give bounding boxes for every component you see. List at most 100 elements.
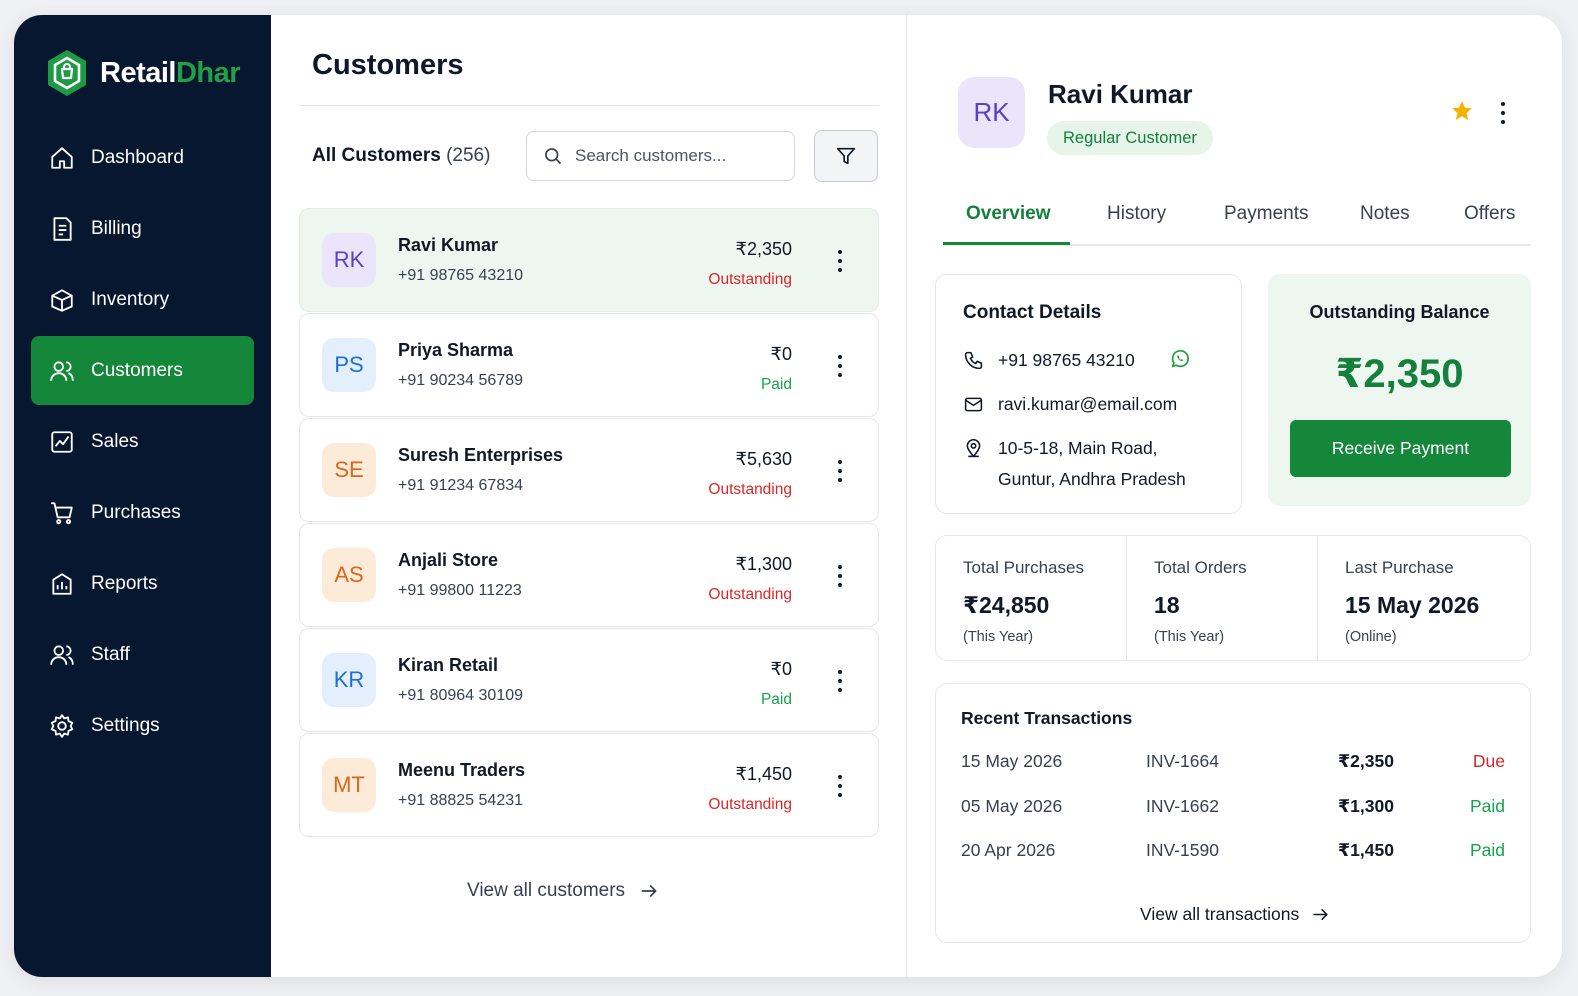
sidebar: RetailDhar Dashboard Billing Inventory C…: [14, 15, 271, 977]
stat-value: 15 May 2026: [1345, 592, 1480, 618]
arrow-right-icon: [1313, 908, 1328, 921]
sidebar-item-settings[interactable]: Settings: [31, 691, 254, 760]
transaction-row[interactable]: 05 May 2026 INV-1662 ₹1,300 Paid: [961, 796, 1509, 820]
users-icon: [50, 360, 74, 381]
customer-status: Outstanding: [708, 796, 792, 813]
customer-amount: ₹1,300: [735, 554, 793, 574]
customer-status: Paid: [760, 691, 792, 708]
sidebar-item-label: Billing: [91, 217, 142, 239]
filter-icon: [836, 147, 856, 165]
customer-name-heading: Ravi Kumar: [1048, 79, 1193, 109]
transaction-row[interactable]: 15 May 2026 INV-1664 ₹2,350 Due: [961, 751, 1509, 775]
customer-count-label: All Customers (256): [312, 145, 491, 166]
sidebar-item-dashboard[interactable]: Dashboard: [31, 123, 254, 192]
tab-notes[interactable]: Notes: [1360, 203, 1410, 224]
customer-count: (256): [446, 145, 491, 166]
retaildhar-logo-icon: [48, 50, 86, 96]
customer-row-kiran-retail[interactable]: KR Kiran Retail +91 80964 30109 ₹0 Paid: [299, 628, 879, 732]
detail-tabs: Overview History Payments Notes Offers: [943, 190, 1531, 246]
customer-phone: +91 99800 11223: [398, 582, 522, 599]
cart-icon: [51, 501, 73, 524]
more-options-icon[interactable]: [836, 250, 844, 272]
more-options-icon[interactable]: [836, 670, 844, 692]
contact-email-row: ravi.kumar@email.com: [963, 389, 1177, 420]
transaction-status: Paid: [1469, 840, 1505, 860]
sidebar-item-billing[interactable]: Billing: [31, 194, 254, 263]
customer-list-panel: Customers All Customers (256) RK Ravi Ku…: [271, 15, 907, 977]
customer-row-meenu-traders[interactable]: MT Meenu Traders +91 88825 54231 ₹1,450 …: [299, 733, 879, 837]
transaction-amount: ₹1,450: [1338, 840, 1394, 860]
transaction-invoice: INV-1662: [1146, 796, 1219, 816]
brand-logo[interactable]: RetailDhar: [46, 49, 241, 97]
customer-amount: ₹0: [770, 344, 792, 364]
more-options-icon[interactable]: [1500, 102, 1506, 124]
contact-email: ravi.kumar@email.com: [998, 394, 1178, 414]
sidebar-item-label: Dashboard: [91, 146, 184, 168]
stat-value: 18: [1154, 592, 1180, 618]
sidebar-item-staff[interactable]: Staff: [31, 620, 254, 689]
sidebar-item-customers[interactable]: Customers: [31, 336, 254, 405]
active-tab-indicator: [943, 242, 1070, 245]
star-icon[interactable]: [1450, 99, 1474, 123]
transaction-status: Due: [1472, 751, 1505, 771]
customer-status: Outstanding: [708, 586, 792, 603]
more-options-icon[interactable]: [836, 460, 844, 482]
transaction-row[interactable]: 20 Apr 2026 INV-1590 ₹1,450 Paid: [961, 840, 1509, 864]
mail-icon: [964, 397, 983, 412]
sidebar-item-purchases[interactable]: Purchases: [31, 478, 254, 547]
transaction-date: 15 May 2026: [961, 751, 1063, 771]
customer-name: Anjali Store: [398, 550, 499, 570]
tab-history[interactable]: History: [1107, 203, 1167, 224]
card-title: Outstanding Balance: [1309, 302, 1490, 322]
receive-payment-button[interactable]: Receive Payment: [1290, 420, 1511, 477]
outstanding-balance-amount: ₹2,350: [1335, 352, 1464, 396]
stat-subtext: (Online): [1345, 629, 1397, 645]
stat-subtext: (This Year): [963, 629, 1034, 645]
view-all-transactions-link[interactable]: View all transactions: [1140, 904, 1330, 925]
stat-label: Last Purchase: [1345, 558, 1454, 577]
search-input[interactable]: [575, 146, 775, 166]
customer-name: Priya Sharma: [398, 340, 514, 360]
card-title: Contact Details: [963, 302, 1102, 323]
view-all-customers-link[interactable]: View all customers: [467, 880, 659, 902]
location-icon: [966, 438, 981, 458]
customer-name: Meenu Traders: [398, 760, 526, 780]
customer-status: Outstanding: [708, 481, 792, 498]
whatsapp-icon[interactable]: [1169, 348, 1191, 370]
sidebar-item-label: Sales: [91, 430, 139, 452]
customer-row-ravi-kumar[interactable]: RK Ravi Kumar +91 98765 43210 ₹2,350 Out…: [299, 208, 879, 312]
customer-phone: +91 98765 43210: [398, 267, 524, 284]
sidebar-item-reports[interactable]: Reports: [31, 549, 254, 618]
stat-subtext: (This Year): [1154, 629, 1225, 645]
sidebar-item-label: Staff: [91, 643, 130, 665]
sidebar-item-inventory[interactable]: Inventory: [31, 265, 254, 334]
more-options-icon[interactable]: [836, 355, 844, 377]
customer-amount: ₹1,450: [735, 764, 793, 784]
sidebar-item-label: Inventory: [91, 288, 170, 310]
search-box[interactable]: [526, 131, 795, 181]
customer-phone: +91 88825 54231: [398, 792, 524, 809]
more-options-icon[interactable]: [836, 775, 844, 797]
customer-name: Kiran Retail: [398, 655, 499, 675]
customer-row-anjali-store[interactable]: AS Anjali Store +91 99800 11223 ₹1,300 O…: [299, 523, 879, 627]
tab-offers[interactable]: Offers: [1464, 203, 1516, 224]
avatar: AS: [322, 548, 376, 602]
tab-overview[interactable]: Overview: [966, 203, 1051, 224]
sidebar-item-sales[interactable]: Sales: [31, 407, 254, 476]
staff-icon: [50, 644, 74, 665]
customer-amount: ₹5,630: [735, 449, 793, 469]
arrow-right-icon: [641, 885, 657, 897]
customer-detail-panel: RK Ravi Kumar Regular Customer Overview …: [907, 15, 1562, 977]
avatar: MT: [322, 758, 376, 812]
avatar: PS: [322, 338, 376, 392]
filter-button[interactable]: [814, 130, 878, 182]
sidebar-item-label: Settings: [91, 714, 160, 736]
tab-payments[interactable]: Payments: [1224, 203, 1309, 224]
transaction-date: 20 Apr 2026: [961, 840, 1056, 860]
sidebar-item-label: Reports: [91, 572, 158, 594]
transaction-date: 05 May 2026: [961, 796, 1063, 816]
customer-row-suresh-enterprises[interactable]: SE Suresh Enterprises +91 91234 67834 ₹5…: [299, 418, 879, 522]
customer-row-priya-sharma[interactable]: PS Priya Sharma +91 90234 56789 ₹0 Paid: [299, 313, 879, 417]
more-options-icon[interactable]: [836, 565, 844, 587]
stat-label: Total Purchases: [963, 558, 1084, 577]
